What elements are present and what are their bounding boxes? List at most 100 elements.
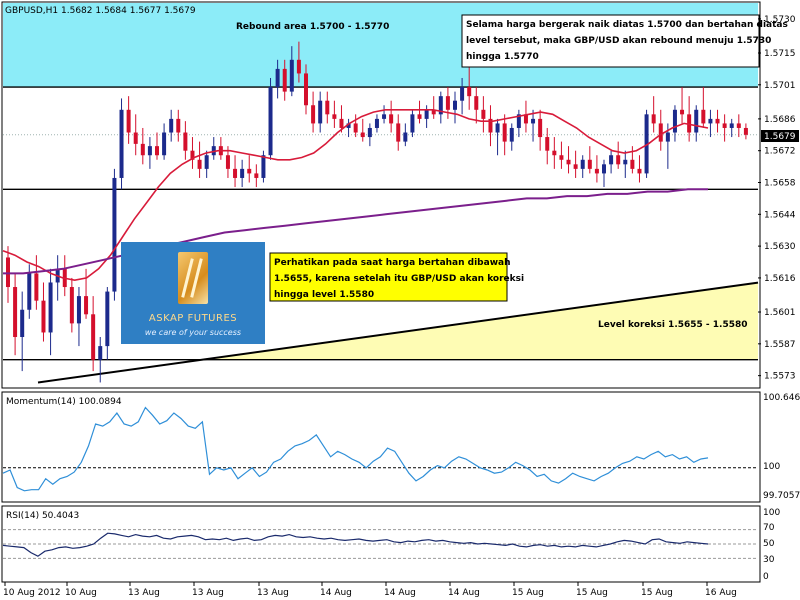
candle-body bbox=[495, 123, 500, 133]
price-tick-label: 1.5701 bbox=[764, 81, 796, 91]
candle-body bbox=[261, 155, 266, 178]
candle bbox=[20, 291, 25, 372]
candle bbox=[680, 87, 685, 124]
time-tick-label: 16 Aug bbox=[705, 588, 737, 598]
candle bbox=[311, 91, 316, 133]
candle-body bbox=[91, 314, 96, 360]
askap-futures-logo: ASKAP FUTURES we care of your success bbox=[121, 242, 265, 344]
candle-body bbox=[630, 159, 635, 169]
candle-body bbox=[254, 173, 259, 178]
candle-body bbox=[247, 168, 252, 174]
candle bbox=[460, 77, 465, 115]
candle-body bbox=[701, 109, 706, 124]
candle bbox=[197, 141, 202, 178]
candle bbox=[609, 150, 614, 174]
candle-body bbox=[27, 273, 32, 310]
candle-body bbox=[360, 132, 365, 138]
koreksi-label: Level koreksi 1.5655 - 1.5580 bbox=[598, 320, 748, 330]
note-top-box bbox=[461, 14, 760, 68]
candle bbox=[275, 59, 280, 99]
candle-body bbox=[743, 127, 748, 135]
candle-body bbox=[169, 118, 174, 133]
candle-body bbox=[126, 109, 131, 133]
candle bbox=[672, 105, 677, 142]
candle-body bbox=[183, 132, 188, 151]
candle bbox=[736, 114, 741, 138]
candle-body bbox=[374, 118, 379, 128]
last-price-box bbox=[761, 130, 799, 142]
candle bbox=[382, 105, 387, 124]
time-tick-label: 13 Aug bbox=[128, 588, 160, 598]
candle bbox=[445, 87, 450, 119]
time-tick-label: 14 Aug bbox=[384, 588, 416, 598]
momentum-indicator bbox=[2, 406, 758, 492]
candle-body bbox=[467, 87, 472, 97]
candle bbox=[84, 268, 89, 319]
candle-body bbox=[367, 127, 372, 138]
candle-body bbox=[559, 155, 564, 160]
candle bbox=[268, 77, 273, 160]
candle-body bbox=[13, 287, 18, 338]
candle bbox=[722, 114, 727, 142]
candle bbox=[190, 137, 195, 169]
candle bbox=[374, 114, 379, 133]
candle bbox=[495, 118, 500, 156]
candle bbox=[211, 137, 216, 160]
candle-body bbox=[651, 114, 656, 124]
candle bbox=[367, 123, 372, 147]
candle bbox=[339, 105, 344, 133]
candle-body bbox=[722, 123, 727, 128]
momentum-title: Momentum(14) 100.0894 bbox=[6, 397, 122, 407]
candle-body bbox=[438, 96, 443, 115]
candle bbox=[687, 96, 692, 142]
candle bbox=[48, 268, 53, 356]
candle-body bbox=[240, 168, 245, 178]
candle bbox=[389, 100, 394, 133]
candle bbox=[69, 277, 74, 333]
candle bbox=[559, 141, 564, 169]
candle bbox=[616, 141, 621, 169]
candle-body bbox=[580, 159, 585, 169]
candle bbox=[13, 273, 18, 356]
candle-body bbox=[729, 123, 734, 128]
candle bbox=[637, 155, 642, 183]
candle-body bbox=[119, 109, 124, 178]
candle bbox=[453, 91, 457, 124]
candle bbox=[296, 41, 301, 83]
candle-body bbox=[453, 100, 457, 110]
candle-body bbox=[133, 132, 138, 144]
candle bbox=[658, 109, 663, 151]
candle-body bbox=[566, 159, 571, 165]
candle bbox=[318, 91, 323, 133]
candle bbox=[573, 150, 578, 178]
candle-body bbox=[389, 114, 394, 124]
time-axis: 10 Aug 2012 10 Aug 13 Aug 13 Aug 13 Aug 14 Au… bbox=[3, 582, 737, 598]
note-top-line-2: level tersebut, maka GBP/USD akan reboun… bbox=[466, 36, 771, 46]
rsi-indicator bbox=[2, 529, 758, 559]
candle-body bbox=[382, 114, 387, 119]
logo-tagline: we care of your success bbox=[144, 328, 242, 337]
candle-body bbox=[282, 68, 287, 92]
candle-body bbox=[325, 100, 330, 115]
candle bbox=[410, 109, 415, 138]
candle-body bbox=[69, 287, 74, 324]
candle bbox=[651, 96, 656, 133]
candle bbox=[233, 155, 238, 188]
rsi-title: RSI(14) 50.4043 bbox=[6, 511, 79, 521]
candle-body bbox=[105, 291, 110, 347]
note-top-line-1: Selama harga bergerak naik diatas 1.5700… bbox=[466, 20, 788, 30]
candle bbox=[644, 109, 649, 178]
candle-body bbox=[268, 87, 273, 156]
candle bbox=[509, 123, 514, 151]
candle bbox=[325, 91, 330, 124]
candle bbox=[76, 287, 81, 347]
trend-lines bbox=[3, 86, 759, 384]
candle bbox=[594, 155, 599, 183]
candle-body bbox=[140, 143, 145, 156]
candle bbox=[133, 114, 138, 156]
candle-body bbox=[417, 114, 422, 119]
price-tick-label: 1.5658 bbox=[764, 179, 796, 189]
candle bbox=[708, 109, 713, 138]
candle-body bbox=[403, 132, 408, 142]
